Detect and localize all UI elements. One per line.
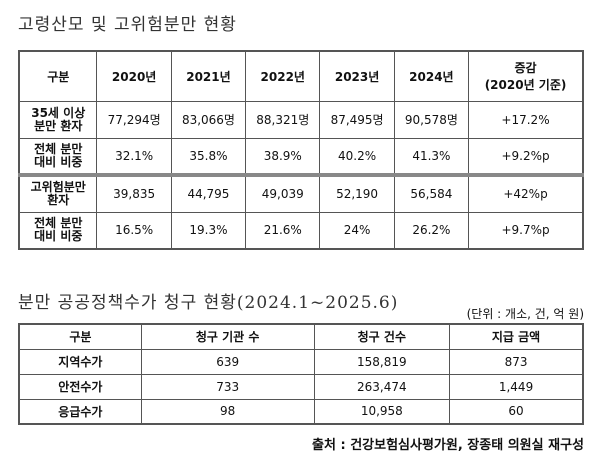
table-cell: 16.5% [96, 211, 172, 250]
table-cell: 49,039 [245, 173, 321, 213]
table-cell: 60 [449, 398, 584, 425]
table-cell: 26.2% [393, 211, 470, 250]
table-row: 고위험분만 환자 39,835 44,795 49,039 52,190 56,584 +4… [18, 173, 584, 213]
column-header: 2020년 [96, 50, 172, 102]
table-cell: 87,495명 [319, 100, 395, 139]
table-cell: 10,958 [313, 398, 451, 425]
column-header: 구분 [18, 50, 98, 102]
policy-fee-table: 구분 청구 기관 수 청구 건수 지급 금액 지역수가 639 158,819 873 안전수가… [18, 323, 584, 425]
unit-note: (단위 : 개소, 건, 억 원) [466, 307, 584, 321]
table-row: 응급수가 98 10,958 60 [18, 398, 584, 425]
table-row: 지역수가 639 158,819 873 [18, 348, 584, 375]
table-cell: 98 [140, 398, 315, 425]
table-cell: 873 [449, 348, 584, 375]
table-cell: +42%p [468, 173, 584, 213]
column-header: 2021년 [170, 50, 247, 102]
column-header: 청구 기관 수 [140, 323, 315, 350]
table-cell: 77,294명 [96, 100, 172, 139]
column-header: 2023년 [319, 50, 395, 102]
table-cell: 44,795 [170, 173, 247, 213]
table-row: 35세 이상 분만 환자 77,294명 83,066명 88,321명 87,495명… [18, 100, 584, 139]
row-label: 응급수가 [18, 398, 142, 425]
table2-title: 분만 공공정책수가 청구 현황(2024.1~2025.6) [18, 293, 399, 313]
table-row: 전체 분만 대비 비중 32.1% 35.8% 38.9% 40.2% 41.3% +9.2… [18, 137, 584, 176]
header-row: 구분 청구 기관 수 청구 건수 지급 금액 [18, 323, 584, 350]
column-header: 구분 [18, 323, 142, 350]
column-header: 지급 금액 [449, 323, 584, 350]
header-row: 구분 2020년 2021년 2022년 2023년 2024년 증감 (2020년 기준) [18, 50, 584, 102]
source-note: 출처 : 건강보험심사평가원, 장종태 의원실 재구성 [312, 438, 584, 453]
table-cell: 40.2% [319, 137, 395, 176]
table-cell: 733 [140, 373, 315, 400]
table-cell: 19.3% [170, 211, 247, 250]
table-cell: 21.6% [245, 211, 321, 250]
row-label: 안전수가 [18, 373, 142, 400]
column-header: 2024년 [393, 50, 470, 102]
table-cell: 88,321명 [245, 100, 321, 139]
row-label: 전체 분만 대비 비중 [18, 211, 98, 250]
table-cell: 56,584 [393, 173, 470, 213]
table-cell: 39,835 [96, 173, 172, 213]
table-cell: +17.2% [468, 100, 584, 139]
table-cell: 52,190 [319, 173, 395, 213]
table-cell: 35.8% [170, 137, 247, 176]
row-label: 전체 분만 대비 비중 [18, 137, 98, 176]
table-cell: +9.2%p [468, 137, 584, 176]
table-cell: 32.1% [96, 137, 172, 176]
table-cell: 263,474 [313, 373, 451, 400]
row-label: 지역수가 [18, 348, 142, 375]
table-cell: 38.9% [245, 137, 321, 176]
table-cell: 1,449 [449, 373, 584, 400]
maternal-birth-table: 구분 2020년 2021년 2022년 2023년 2024년 증감 (2020년 기준)… [18, 50, 584, 250]
row-label: 35세 이상 분만 환자 [18, 100, 98, 139]
table-cell: 24% [319, 211, 395, 250]
table-cell: 83,066명 [170, 100, 247, 139]
table-cell: 41.3% [393, 137, 470, 176]
table-row: 전체 분만 대비 비중 16.5% 19.3% 21.6% 24% 26.2% +9.7%p [18, 211, 584, 250]
column-header: 2022년 [245, 50, 321, 102]
column-header: 증감 (2020년 기준) [468, 50, 584, 102]
table-row: 안전수가 733 263,474 1,449 [18, 373, 584, 400]
column-header: 청구 건수 [313, 323, 451, 350]
table-cell: 639 [140, 348, 315, 375]
table-cell: 158,819 [313, 348, 451, 375]
row-label: 고위험분만 환자 [18, 173, 98, 213]
table-cell: +9.7%p [468, 211, 584, 250]
table1-title: 고령산모 및 고위험분만 현황 [18, 15, 237, 35]
table-cell: 90,578명 [393, 100, 470, 139]
